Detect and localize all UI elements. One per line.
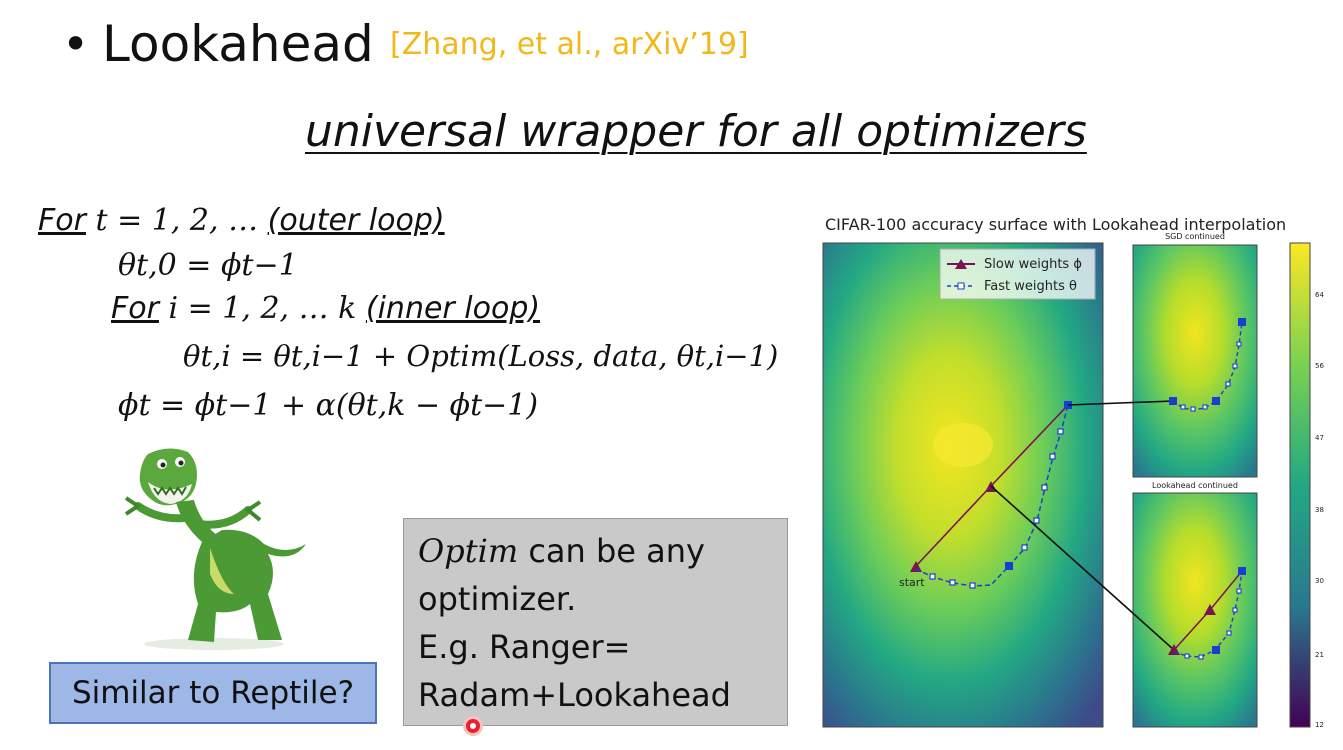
connector-to-lookahead (990, 485, 1175, 651)
colorbar-tick-56: 56 (1315, 362, 1324, 370)
outer-range: t = 1, 2, … (95, 203, 259, 238)
note-line-1: Optim can be any (418, 527, 773, 575)
legend (939, 248, 1096, 300)
optim-note-box: Optim can be any optimizer. E.g. Ranger=… (403, 518, 788, 726)
pointer-cursor (466, 719, 480, 733)
outer-for-keyword: For (38, 203, 86, 238)
main-panel-peak (933, 423, 993, 467)
note-line-1-rest: can be any (518, 532, 705, 570)
inner-comment: (inner loop) (365, 291, 541, 326)
inner-loop-line: For i = 1, 2, … k (inner loop) (111, 289, 540, 329)
outer-comment: (outer loop) (267, 203, 445, 238)
top-panel (1132, 244, 1258, 478)
inner-update-line: θt,i = θt,i−1 + Optim(Loss, data, θt,i−1… (183, 339, 779, 373)
outer-update-line: ϕt = ϕt−1 + α(θt,k − ϕt−1) (118, 388, 539, 423)
note-line-3: E.g. Ranger= (418, 628, 631, 666)
lookahead-figure: CIFAR-100 accuracy surface with Lookahea… (822, 215, 1324, 729)
slow-weights-legend-icon (955, 259, 967, 269)
note-line-2: optimizer. (418, 580, 577, 618)
slide-title: Lookahead (102, 15, 374, 73)
bullet: • (62, 17, 90, 71)
note-line-4: Radam+Lookahead (418, 676, 731, 714)
colorbar (1289, 242, 1311, 728)
sgd-continued-path (1172, 321, 1243, 411)
bottom-panel-title: Lookahead continued (1152, 481, 1238, 490)
colorbar-tick-47: 47 (1315, 434, 1324, 442)
fast-weights-legend-icon (957, 282, 965, 290)
outer-loop-line: For t = 1, 2, … (outer loop) (38, 201, 445, 241)
figure-title: CIFAR-100 accuracy surface with Lookahea… (825, 215, 1286, 234)
inner-range: i = 1, 2, … k (168, 291, 357, 326)
legend-slow-weights: Slow weights ϕ (984, 257, 1082, 272)
top-panel-title: SGD continued (1165, 232, 1225, 241)
colorbar-tick-64: 64 (1315, 291, 1324, 299)
colorbar-tick-38: 38 (1315, 506, 1324, 514)
citation: [Zhang, et al., arXiv’19] (390, 27, 749, 62)
start-label: start (899, 576, 925, 589)
bottom-panel (1132, 492, 1258, 728)
optim-term: Optim (418, 532, 519, 570)
colorbar-tick-12: 12 (1315, 721, 1324, 729)
connector-to-sgd (1067, 400, 1174, 406)
legend-fast-weights: Fast weights θ (984, 279, 1077, 294)
slide-subtitle: universal wrapper for all optimizers (305, 106, 1087, 157)
reptile-question-box: Similar to Reptile? (49, 662, 377, 724)
colorbar-tick-21: 21 (1315, 651, 1324, 659)
colorbar-ticks: 64 56 47 38 30 21 12 (1315, 291, 1324, 729)
dinosaur-illustration (124, 448, 306, 650)
colorbar-tick-30: 30 (1315, 577, 1324, 585)
inner-for-keyword: For (111, 291, 159, 326)
main-panel (822, 242, 1104, 728)
init-line: θt,0 = ϕt−1 (118, 248, 298, 283)
